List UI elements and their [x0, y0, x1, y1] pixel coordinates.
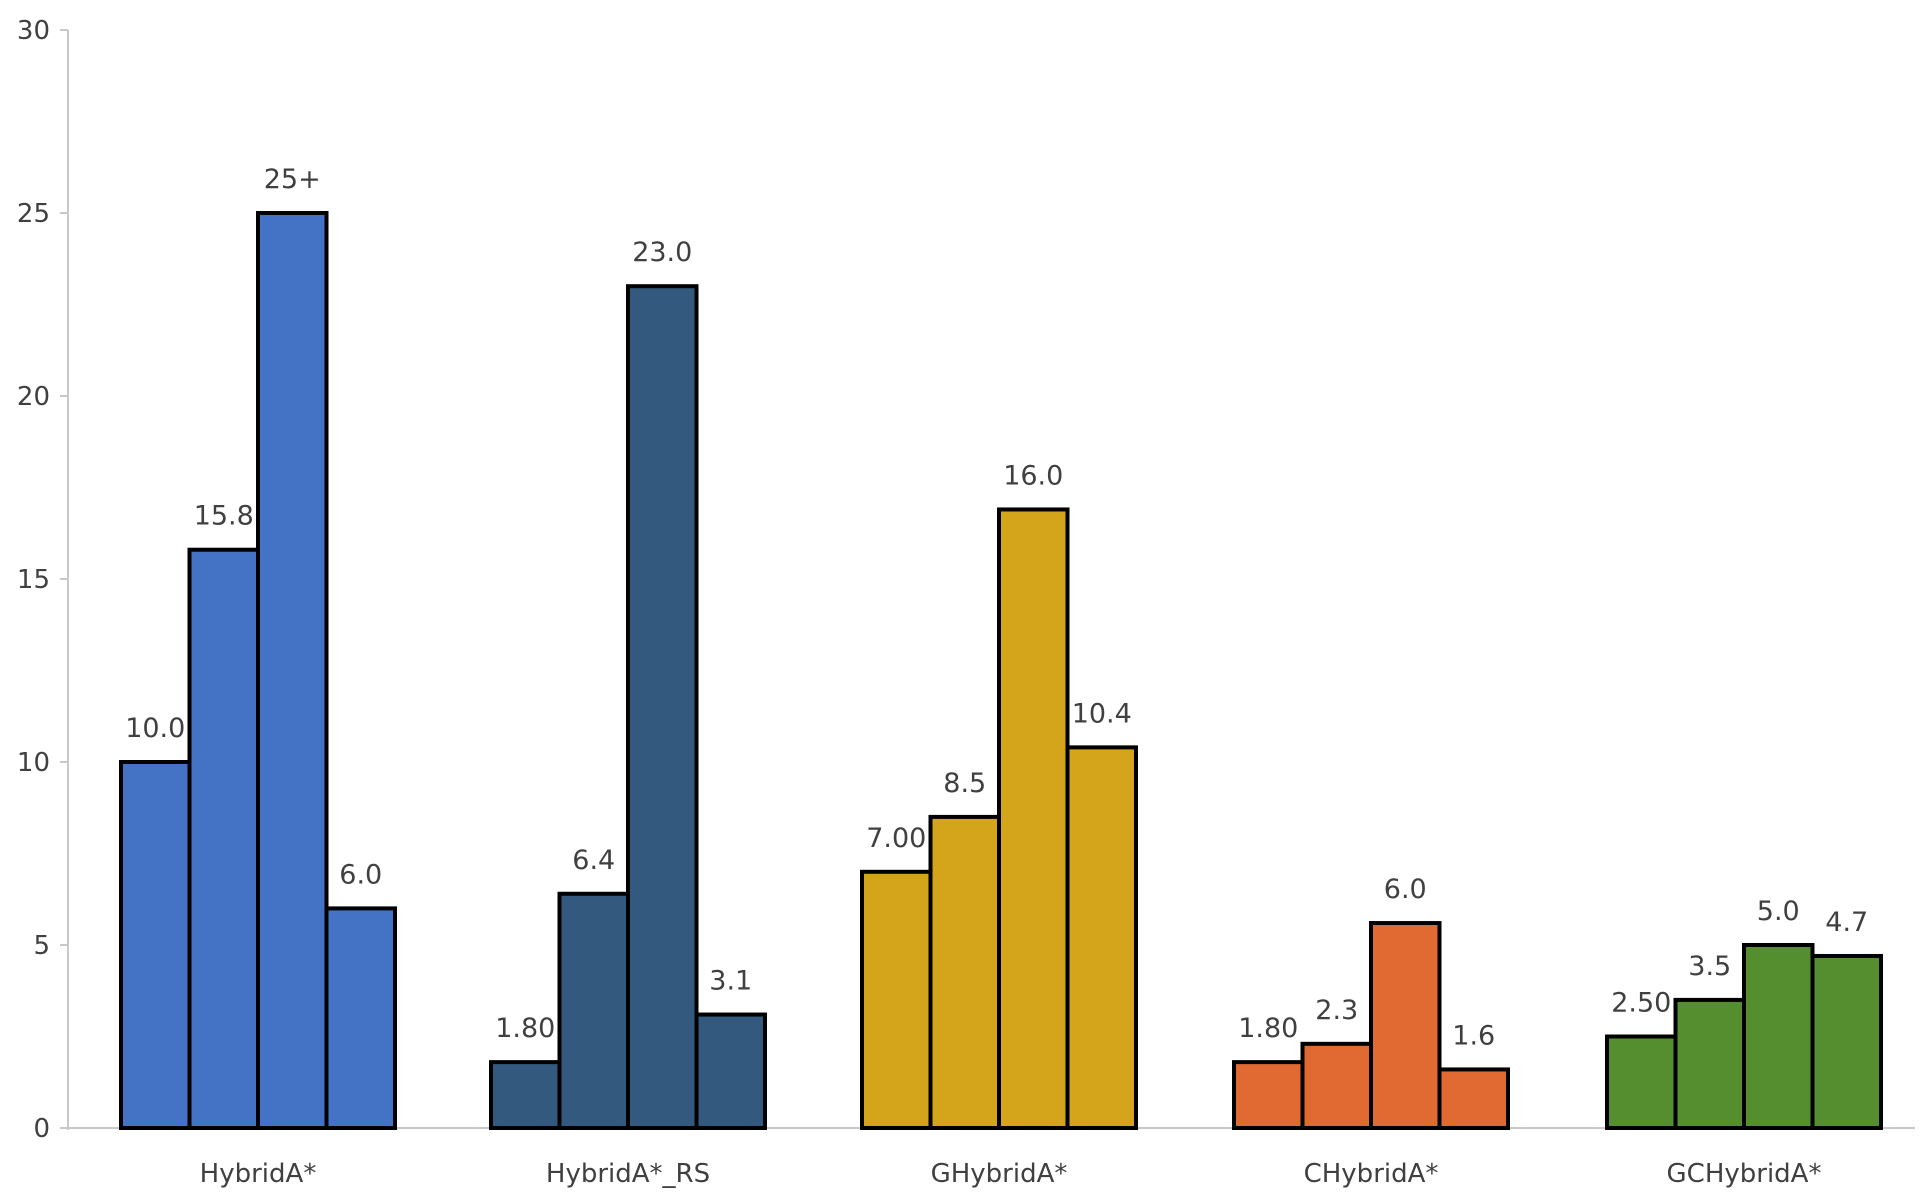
- data-label: 10.0: [125, 713, 185, 744]
- data-label: 8.5: [943, 768, 986, 799]
- x-category-label: HybridA*: [200, 1159, 317, 1189]
- bar: [187, 547, 260, 1130]
- bar: [626, 284, 699, 1130]
- bar: [324, 906, 397, 1131]
- bar: [1605, 1034, 1678, 1130]
- data-label: 1.80: [495, 1013, 555, 1044]
- data-label: 6.0: [1384, 874, 1427, 905]
- data-label: 2.3: [1315, 995, 1358, 1026]
- x-category-label: CHybridA*: [1304, 1159, 1439, 1189]
- data-label: 6.4: [572, 845, 615, 876]
- data-label: 23.0: [632, 237, 692, 268]
- data-label: 4.7: [1825, 907, 1868, 938]
- bar: [928, 814, 1001, 1131]
- bar: [256, 211, 329, 1130]
- bar: [1232, 1060, 1305, 1130]
- bar: [1810, 953, 1883, 1130]
- bars: [119, 211, 1883, 1131]
- bar: [1300, 1041, 1373, 1130]
- data-label: 3.1: [709, 966, 752, 997]
- data-label: 1.80: [1238, 1013, 1298, 1044]
- bar: [1742, 943, 1815, 1130]
- bar: [694, 1012, 767, 1130]
- bar: [1065, 745, 1138, 1130]
- y-tick-label: 25: [17, 199, 50, 229]
- data-label: 1.6: [1452, 1020, 1495, 1051]
- data-label: 7.00: [866, 823, 926, 854]
- bar: [557, 891, 630, 1131]
- data-label: 2.50: [1611, 988, 1671, 1019]
- y-tick-label: 10: [17, 748, 50, 778]
- bar: [860, 869, 933, 1130]
- x-category-label: GHybridA*: [931, 1159, 1068, 1189]
- bar: [997, 507, 1070, 1130]
- y-tick-label: 15: [17, 565, 50, 595]
- x-category-label: GCHybridA*: [1667, 1159, 1822, 1189]
- data-label: 5.0: [1757, 896, 1800, 927]
- data-label: 10.4: [1072, 698, 1132, 729]
- data-label: 16.0: [1003, 460, 1063, 491]
- x-category-label: HybridA*_RS: [546, 1159, 710, 1189]
- bar: [1437, 1067, 1510, 1130]
- bar: [489, 1060, 562, 1130]
- data-labels: 10.0 15.8 25+ 6.0 1.80 6.4 23.0 3.1 7.00 8.5 16.0 1…: [125, 164, 1868, 1051]
- bar: [119, 760, 192, 1130]
- y-tick-label: 20: [17, 382, 50, 412]
- bar: [1673, 997, 1746, 1131]
- data-label: 3.5: [1688, 951, 1731, 982]
- bar: [1369, 921, 1442, 1130]
- y-tick-label: 30: [17, 16, 50, 46]
- y-tick-label: 0: [33, 1114, 50, 1144]
- data-label: 25+: [264, 164, 321, 195]
- y-tick-label: 5: [33, 931, 50, 961]
- data-label: 15.8: [194, 501, 254, 532]
- axes: 0 5 10 15 20 25 30 HybridA* HybridA*_RS GHybridA*…: [17, 16, 1915, 1189]
- data-label: 6.0: [339, 859, 382, 890]
